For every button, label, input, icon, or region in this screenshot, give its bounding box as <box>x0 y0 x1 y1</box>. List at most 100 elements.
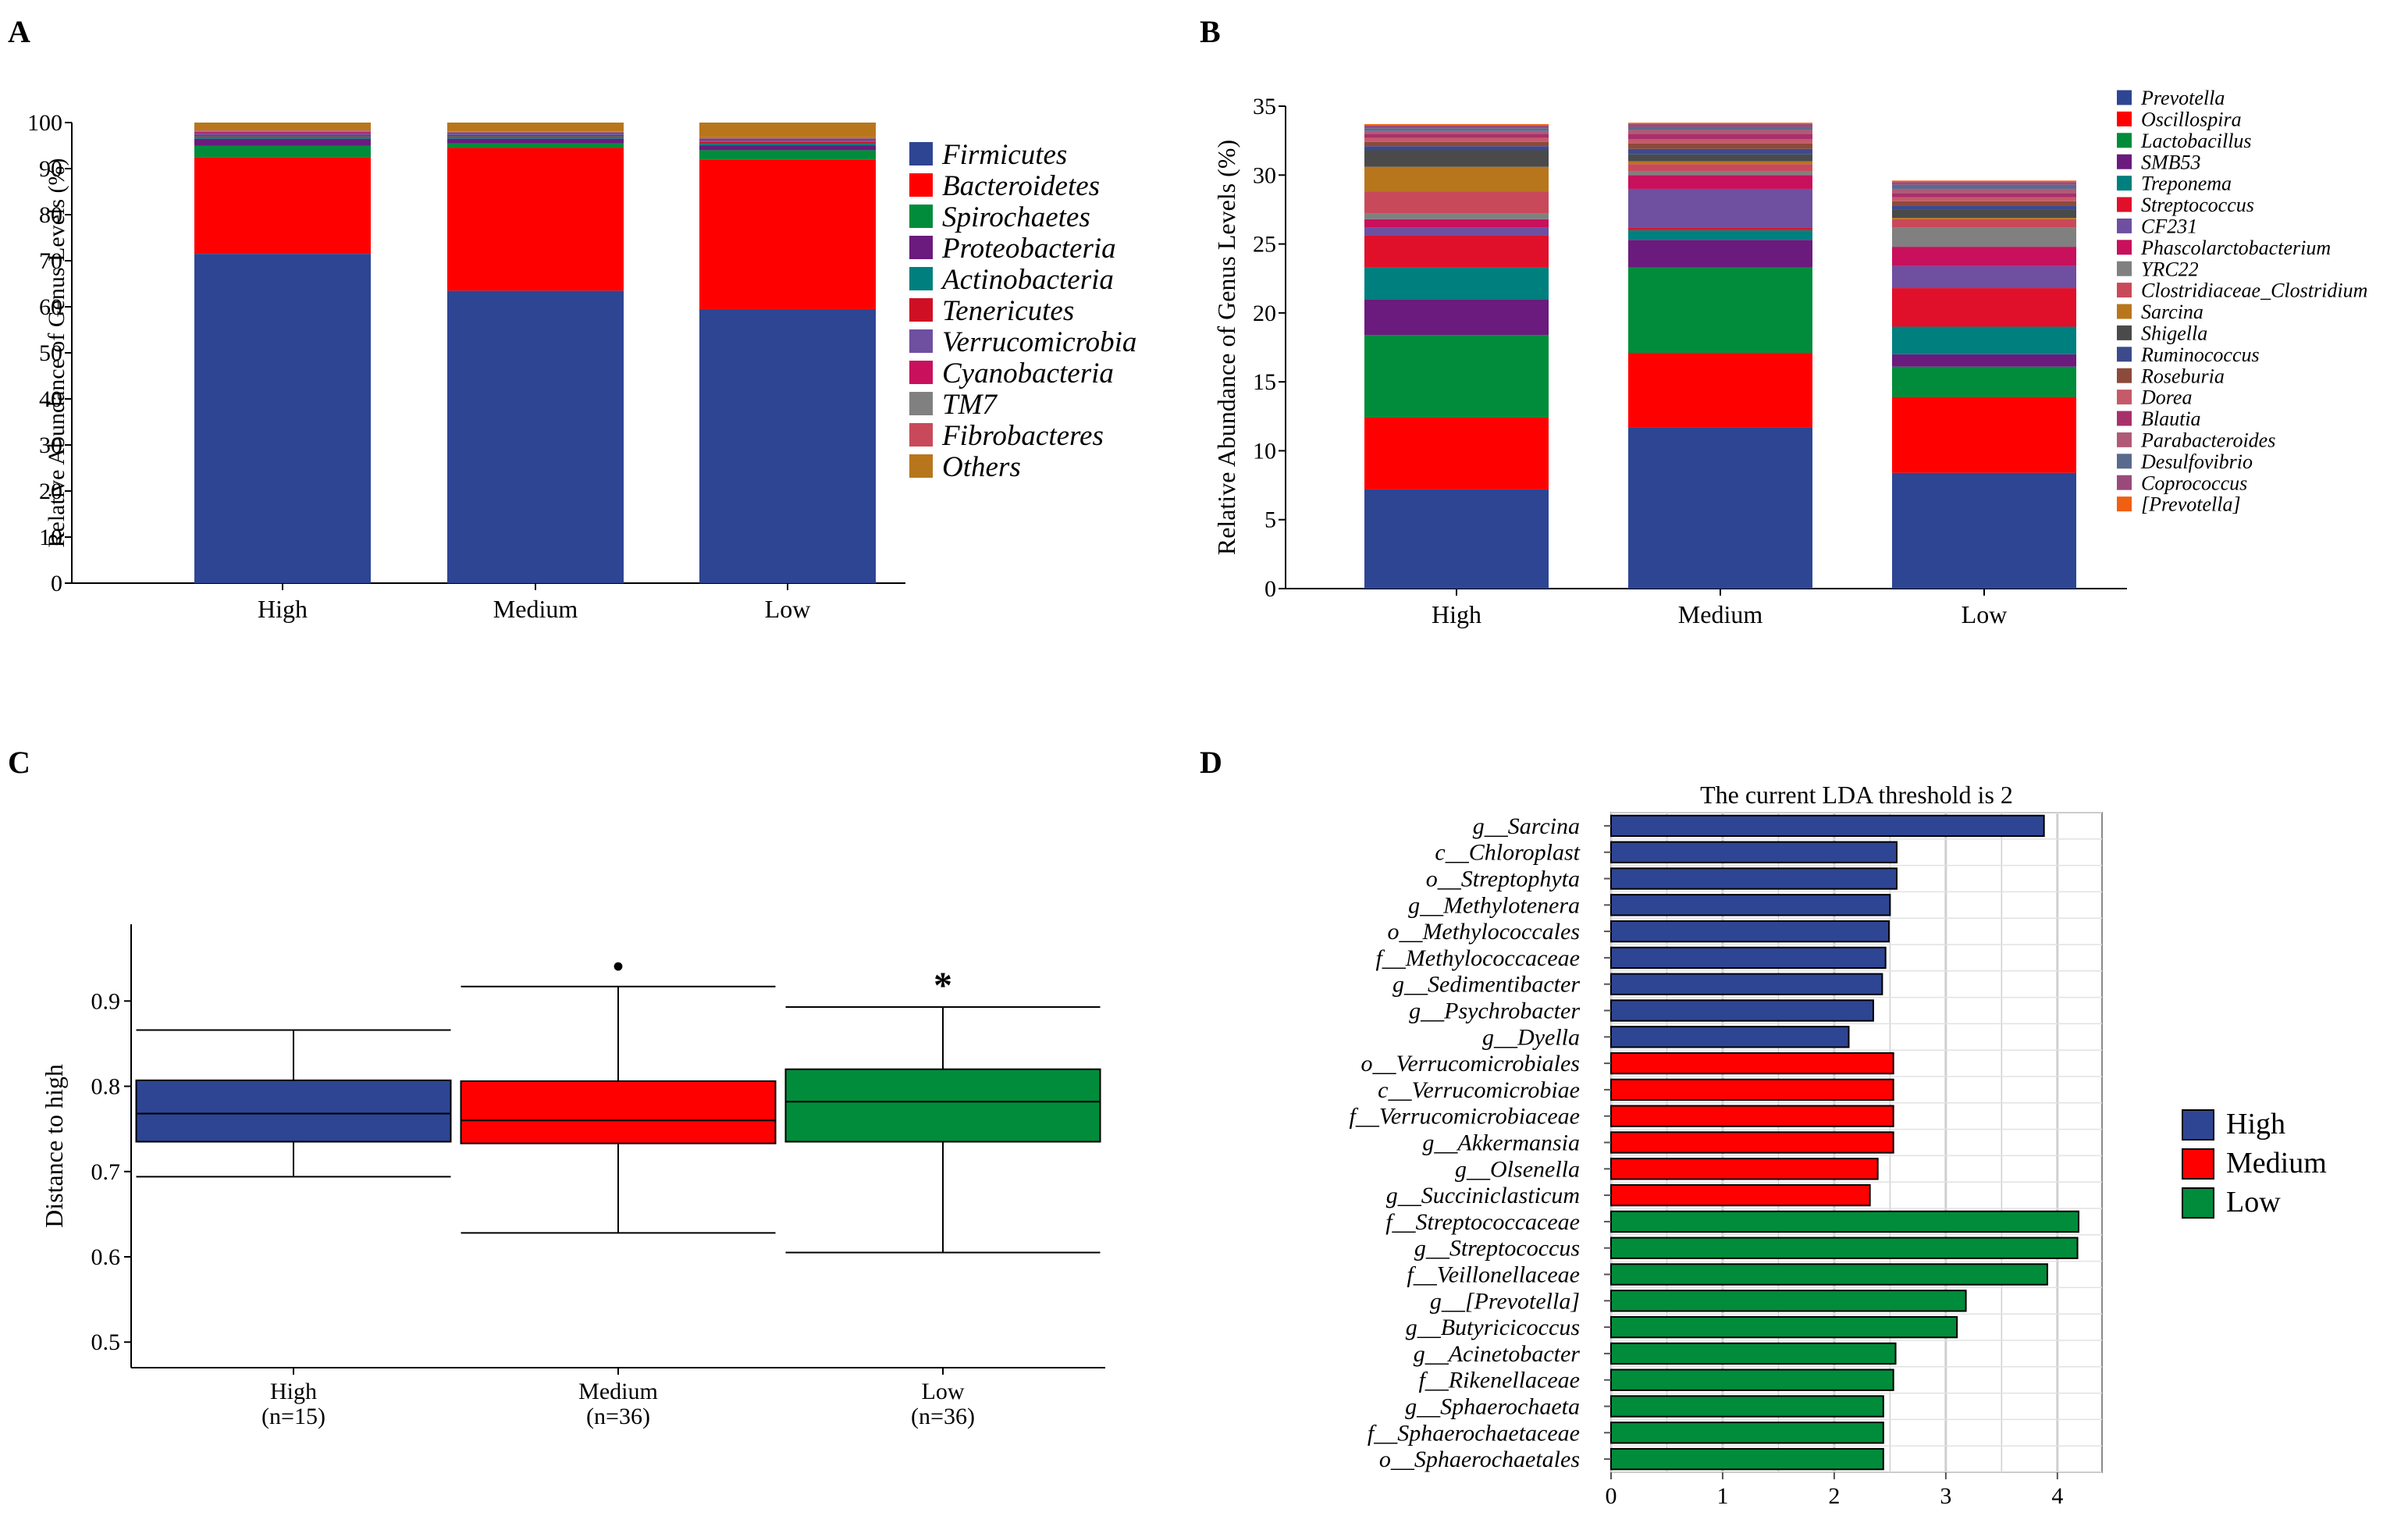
legend-swatch-treponema <box>2117 176 2132 191</box>
bar-segment-yrc22-medium <box>1628 170 1812 176</box>
x-tick-sublabel-high: (n=15) <box>261 1404 325 1429</box>
legend-swatch-oscillospira <box>2117 111 2132 126</box>
y-tick-label: 40 <box>39 386 62 412</box>
legend-swatch-others <box>909 454 933 478</box>
legend-swatch-spirochaetes <box>909 205 933 228</box>
legend-swatch-proteobacteria <box>909 236 933 259</box>
legend-label-cf231: CF231 <box>2141 215 2197 238</box>
bar-label-c-verrucomicrobiae: c__Verrucomicrobiae <box>1378 1077 1580 1103</box>
legend-swatch-tenericutes <box>909 298 933 322</box>
bar-segment-clostridiaceae-clostridium-medium <box>1628 164 1812 171</box>
bar-label-g-methylotenera: g__Methylotenera <box>1408 892 1580 918</box>
bar-segment-dorea-low <box>1892 197 2076 201</box>
legend-label-sarcina: Sarcina <box>2141 301 2203 323</box>
x-tick-label-low: Low <box>1962 600 2008 628</box>
bar-segment-treponema-medium <box>1628 230 1812 240</box>
lda-bar-g-olsenella <box>1610 1158 1879 1180</box>
legend-label-firmicutes: Firmicutes <box>941 139 1067 171</box>
bar-segment-clostridiaceae-clostridium-low <box>1892 219 2076 228</box>
bar-segment-bacteroidetes-medium <box>447 148 624 291</box>
legend-swatch-cf231 <box>2117 218 2132 233</box>
bar-segment-tenericutes-medium <box>447 134 624 137</box>
legend-swatch-smb53 <box>2117 154 2132 169</box>
lda-bar-f-methylococcaceae <box>1610 946 1887 970</box>
bar-segment-desulfovibrio-low <box>1892 184 2076 189</box>
bar-segment-fibrobacteres-medium <box>447 131 624 132</box>
bar-segment-prevotella-medium <box>1628 427 1812 589</box>
bar-segment-oscillospira-high <box>1364 418 1549 489</box>
y-tick-label: 10 <box>1253 438 1276 464</box>
bar-label-f-veillonellaceae: f__Veillonellaceae <box>1407 1262 1580 1288</box>
legend-label-prevotella: [Prevotella] <box>2141 493 2241 516</box>
bar-segment-firmicutes-medium <box>447 290 624 583</box>
bar-label-g-olsenella: g__Olsenella <box>1455 1156 1580 1182</box>
bar-label-o-verrucomicrobiales: o__Verrucomicrobiales <box>1361 1051 1580 1077</box>
bar-segment-lactobacillus-high <box>1364 335 1549 418</box>
x-tick-sublabel-medium: (n=36) <box>586 1404 650 1429</box>
y-tick-label: 0.5 <box>91 1329 121 1355</box>
y-axis-label: Relative Abundance of Genus Levels (%) <box>44 158 69 548</box>
x-tick-label-high: High <box>258 595 308 623</box>
bar-segment-actinobacteria-high <box>194 136 371 139</box>
lda-bar-o-methylococcales <box>1610 920 1890 943</box>
lda-bar-o-streptophyta <box>1610 867 1898 890</box>
y-tick-label: 25 <box>1253 232 1276 258</box>
bar-segment-prevotella-low <box>1892 472 2076 589</box>
bar-segment-ruminococcus-low <box>1892 205 2076 210</box>
legend-swatch-prevotella <box>2117 90 2132 105</box>
bar-label-o-methylococcales: o__Methylococcales <box>1387 919 1580 945</box>
legend-swatch-prevotella <box>2117 496 2132 512</box>
bar-segment-tenericutes-high <box>194 134 371 137</box>
bar-label-f-sphaerochaetaceae: f__Sphaerochaetaceae <box>1368 1420 1580 1446</box>
legend-label-smb53: SMB53 <box>2141 151 2201 173</box>
bar-label-g-streptococcus: g__Streptococcus <box>1414 1236 1580 1262</box>
y-tick-label: 10 <box>39 525 62 550</box>
lda-bar-f-sphaerochaetaceae <box>1610 1422 1884 1444</box>
box-low <box>784 1068 1101 1143</box>
legend-label-oscillospira: Oscillospira <box>2141 109 2242 131</box>
legend-label-tm7: TM7 <box>942 389 998 421</box>
x-tick-label: 1 <box>1716 1483 1728 1509</box>
bar-segment-phascolarctobacterium-medium <box>1628 175 1812 189</box>
legend-swatch-cyanobacteria <box>909 361 933 384</box>
bar-segment-bacteroidetes-low <box>699 159 876 309</box>
bar-segment-cf231-medium <box>1628 188 1812 228</box>
x-tick-label: 4 <box>2051 1483 2063 1509</box>
lda-bar-g-streptococcus <box>1610 1237 2079 1259</box>
bar-segment-prevotella-high <box>1364 489 1549 589</box>
y-tick-label: 5 <box>1264 507 1276 533</box>
legend-label-cyanobacteria: Cyanobacteria <box>942 358 1114 390</box>
legend-label-high: High <box>2226 1108 2285 1141</box>
bar-segment-proteobacteria-high <box>194 138 371 146</box>
bar-label-g-dyella: g__Dyella <box>1482 1024 1580 1050</box>
box-medium <box>460 1080 777 1144</box>
y-tick-label: 0.7 <box>91 1159 121 1185</box>
y-tick-label: 30 <box>39 432 62 458</box>
bar-segment-sarcina-high <box>1364 166 1549 192</box>
bar-segment-fibrobacteres-high <box>194 130 371 131</box>
legend-swatch-clostridiaceae-clostridium <box>2117 283 2132 298</box>
legend-label-blautia: Blautia <box>2141 407 2201 430</box>
y-tick-label: 50 <box>39 340 62 366</box>
bar-label-f-verrucomicrobiaceae: f__Verrucomicrobiaceae <box>1350 1104 1580 1130</box>
bar-segment-phascolarctobacterium-high <box>1364 219 1549 228</box>
legend-label-fibrobacteres: Fibrobacteres <box>941 420 1104 452</box>
y-tick-label: 90 <box>39 156 62 182</box>
y-tick-label: 0 <box>51 571 62 596</box>
lda-bar-c-chloroplast <box>1610 841 1898 863</box>
legend-label-phascolarctobacterium: Phascolarctobacterium <box>2140 237 2331 259</box>
bar-segment-firmicutes-high <box>194 254 371 583</box>
bar-segment-actinobacteria-medium <box>447 136 624 139</box>
bar-segment-lactobacillus-low <box>1892 366 2076 397</box>
lda-bar-c-verrucomicrobiae <box>1610 1078 1894 1101</box>
bar-segment-spirochaetes-high <box>194 145 371 158</box>
y-tick-label: 15 <box>1253 369 1276 395</box>
bar-segment-proteobacteria-medium <box>447 138 624 144</box>
y-tick-label: 100 <box>27 110 62 136</box>
bar-segment-verrucomicrobia-high <box>194 132 371 135</box>
bar-segment-treponema-low <box>1892 326 2076 354</box>
bar-segment-roseburia-high <box>1364 141 1549 147</box>
bar-segment-bacteroidetes-high <box>194 157 371 254</box>
y-tick-label: 0.6 <box>91 1244 121 1270</box>
